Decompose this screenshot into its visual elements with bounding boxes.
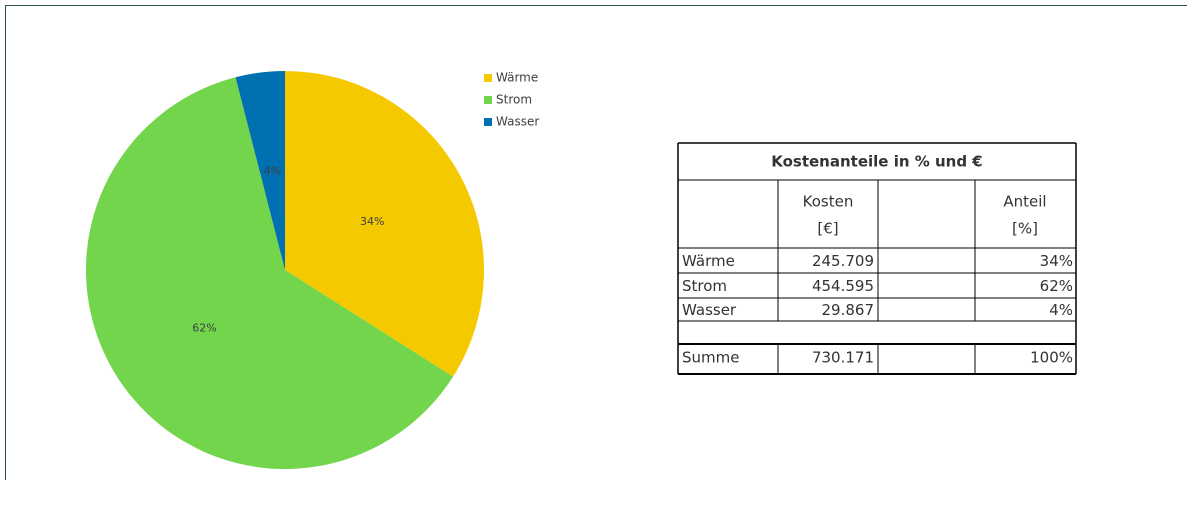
legend-swatch bbox=[484, 74, 492, 82]
legend-label: Wärme bbox=[496, 71, 538, 85]
data-label: 34% bbox=[360, 215, 384, 228]
header-cell: [€] bbox=[817, 220, 838, 238]
data-label: 4% bbox=[264, 164, 281, 177]
cell: 245.709 bbox=[812, 252, 874, 270]
table: Kostenanteile in % und € Kosten [€] Anteil [… bbox=[677, 142, 1077, 375]
cell: 730.171 bbox=[812, 349, 874, 367]
pie-slice bbox=[235, 71, 285, 270]
table-title: Kostenanteile in % und € bbox=[771, 153, 983, 171]
cell: Wärme bbox=[682, 252, 735, 270]
cell: Summe bbox=[682, 349, 739, 367]
pie-slice bbox=[85, 77, 454, 469]
cell: 34% bbox=[1040, 252, 1073, 270]
cell: 100% bbox=[1030, 349, 1073, 367]
header-cell: Anteil bbox=[1003, 193, 1046, 211]
header-cell: [%] bbox=[1012, 220, 1038, 238]
cell: Strom bbox=[682, 277, 727, 295]
data-label: 62% bbox=[192, 321, 216, 334]
cell: 62% bbox=[1040, 277, 1073, 295]
pie-slice bbox=[285, 71, 485, 377]
cell: 29.867 bbox=[822, 301, 875, 319]
cell: 454.595 bbox=[812, 277, 874, 295]
cell: Wasser bbox=[682, 301, 737, 319]
legend-swatch bbox=[484, 118, 492, 126]
legend-swatch bbox=[484, 96, 492, 104]
cell: 4% bbox=[1049, 301, 1073, 319]
legend-label: Wasser bbox=[496, 115, 539, 129]
legend-label: Strom bbox=[496, 93, 532, 107]
header-cell: Kosten bbox=[803, 193, 854, 211]
